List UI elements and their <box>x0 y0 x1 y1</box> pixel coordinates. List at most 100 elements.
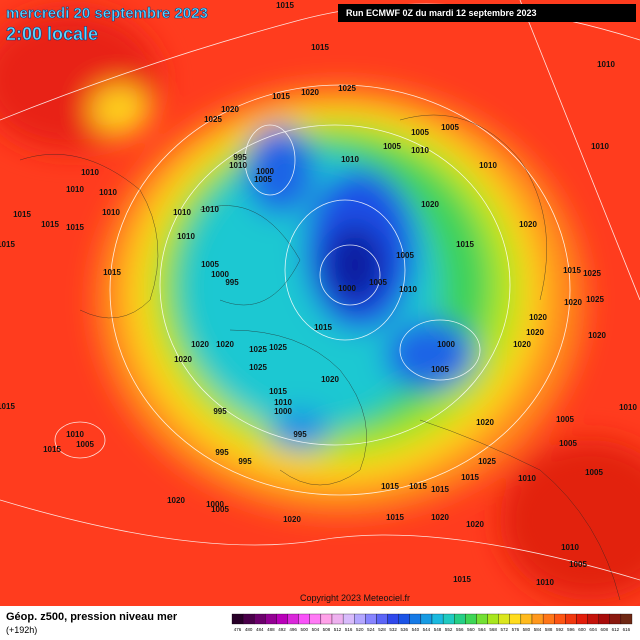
scale-label: 596 <box>567 627 575 632</box>
isobar-label: 1020 <box>174 355 192 364</box>
scale-swatch <box>542 613 555 625</box>
isobar-label: 1020 <box>191 340 209 349</box>
scale-label: 508 <box>323 627 331 632</box>
isobar-label: 1020 <box>221 105 239 114</box>
lead-time: (+192h) <box>6 625 37 635</box>
scale-label: 532 <box>389 627 397 632</box>
scale-swatch <box>376 613 388 625</box>
isobar-label: 995 <box>293 430 307 439</box>
scale-swatch <box>509 613 522 625</box>
isobar-label: 1010 <box>274 398 292 407</box>
isobar-label: 1005 <box>254 175 272 184</box>
isobar-label: 1020 <box>526 328 544 337</box>
scale-label: 496 <box>289 627 297 632</box>
scale-label: 616 <box>623 627 631 632</box>
isobar-label: 1005 <box>559 439 577 448</box>
isobar-label: 1020 <box>513 340 531 349</box>
isobar-label: 1010 <box>411 146 429 155</box>
isobar-label: 995 <box>233 153 247 162</box>
isobar-label: 1010 <box>561 543 579 552</box>
isobar-label: 1000 <box>274 407 292 416</box>
isobar-label: 1010 <box>177 232 195 241</box>
isobar-label: 1015 <box>409 482 427 491</box>
isobar-label: 1025 <box>249 363 267 372</box>
isobar-label: 1025 <box>338 84 356 93</box>
scale-swatch <box>476 613 488 625</box>
isobar-label: 1020 <box>519 220 537 229</box>
isobar-label: 1005 <box>211 505 229 514</box>
scale-swatch <box>431 613 444 625</box>
scale-label: 504 <box>312 627 320 632</box>
scale-swatch <box>320 613 333 625</box>
isobar-label: 1015 <box>0 240 15 249</box>
scale-label: 608 <box>600 627 608 632</box>
isobar-label: 1015 <box>381 482 399 491</box>
scale-swatch <box>565 613 577 625</box>
scale-label: 492 <box>278 627 286 632</box>
isobar-label: 1010 <box>201 205 219 214</box>
isobar-label: 1015 <box>311 43 329 52</box>
isobar-label: 1020 <box>564 298 582 307</box>
scale-label: 560 <box>467 627 475 632</box>
scale-swatch <box>609 613 622 625</box>
isobar-label: 1020 <box>476 418 494 427</box>
isobar-label: 1010 <box>102 208 120 217</box>
isobar-label: 1025 <box>269 343 287 352</box>
isobar-label: 1010 <box>81 168 99 177</box>
scale-swatch <box>409 613 422 625</box>
footer-title: Géop. z500, pression niveau mer <box>6 611 178 623</box>
isobar-label: 1020 <box>588 331 606 340</box>
isobar-label: 1010 <box>518 474 536 483</box>
scale-swatch <box>454 613 466 625</box>
scale-label: 536 <box>400 627 408 632</box>
scale-label: 592 <box>556 627 564 632</box>
scale-swatch <box>398 613 410 625</box>
scale-label: 548 <box>434 627 442 632</box>
scale-swatch <box>354 613 366 625</box>
scale-label: 584 <box>534 627 542 632</box>
isobar-label: 1005 <box>201 260 219 269</box>
isobar-label: 995 <box>213 407 227 416</box>
isobar-label: 1005 <box>383 142 401 151</box>
scale-swatch <box>620 613 633 625</box>
isobar-label: 1010 <box>536 578 554 587</box>
scale-label: 540 <box>412 627 420 632</box>
isobar-label: 1015 <box>43 445 61 454</box>
scale-label: 544 <box>423 627 431 632</box>
scale-swatch <box>265 613 277 625</box>
scale-label: 488 <box>267 627 275 632</box>
isobar-label: 1010 <box>173 208 191 217</box>
isobar-label: 1020 <box>283 515 301 524</box>
isobar-label: 1020 <box>167 496 185 505</box>
isobar-label: 1020 <box>529 313 547 322</box>
scale-swatch <box>331 613 344 625</box>
scale-label: 500 <box>300 627 308 632</box>
isobar-label: 1000 <box>437 340 455 349</box>
scale-swatch <box>298 613 310 625</box>
scale-label: 568 <box>489 627 497 632</box>
scale-label: 528 <box>378 627 386 632</box>
isobar-label: 1005 <box>76 440 94 449</box>
isobar-label: 1015 <box>461 473 479 482</box>
isobar-label: 995 <box>225 278 239 287</box>
run-box <box>338 4 636 22</box>
scale-label: 600 <box>578 627 586 632</box>
isobar-label: 1025 <box>478 457 496 466</box>
isobar-label: 1015 <box>563 266 581 275</box>
scale-swatch <box>498 613 510 625</box>
isobar-label: 1015 <box>276 1 294 10</box>
scale-label: 576 <box>512 627 520 632</box>
scale-swatch <box>576 613 588 625</box>
scale-label: 524 <box>367 627 375 632</box>
isobar-label: 1010 <box>341 155 359 164</box>
scale-swatch <box>598 613 610 625</box>
color-scale: 476 480 484 488 492 496 500 504 508 512 516 520 524 5… <box>231 613 633 632</box>
isobar-label: 1010 <box>399 285 417 294</box>
isobar-label: 1020 <box>466 520 484 529</box>
isobar-label: 1005 <box>411 128 429 137</box>
isobar-label: 1015 <box>272 92 290 101</box>
scale-swatch <box>309 613 322 625</box>
scale-label: 476 <box>234 627 242 632</box>
scale-label: 604 <box>589 627 597 632</box>
isobar-label: 1015 <box>453 575 471 584</box>
